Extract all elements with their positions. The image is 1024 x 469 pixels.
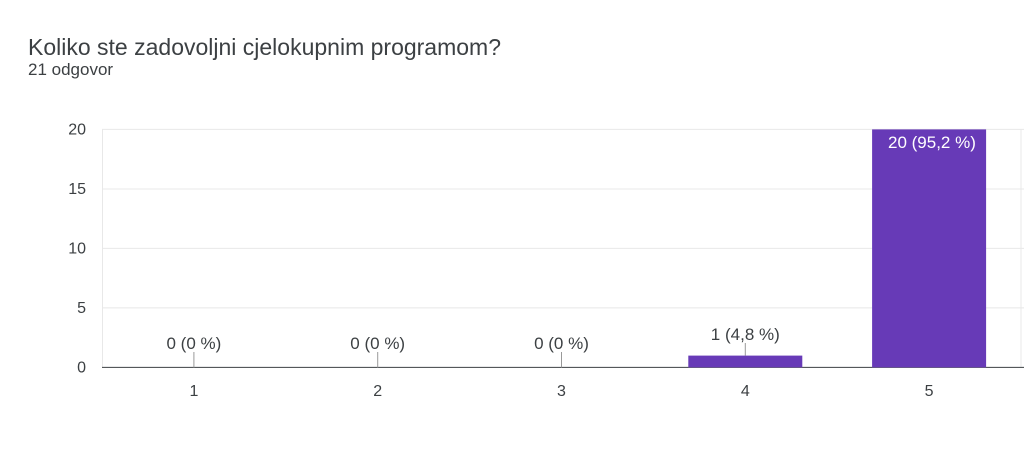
svg-text:1: 1 (189, 383, 198, 400)
svg-text:20: 20 (68, 121, 86, 138)
svg-text:1 (4,8 %): 1 (4,8 %) (711, 325, 780, 344)
svg-text:5: 5 (77, 300, 86, 317)
svg-text:4: 4 (741, 383, 750, 400)
svg-text:3: 3 (557, 383, 566, 400)
svg-text:0 (0 %): 0 (0 %) (167, 334, 222, 353)
svg-text:10: 10 (68, 240, 86, 257)
svg-text:0: 0 (77, 359, 86, 376)
svg-text:0 (0 %): 0 (0 %) (350, 334, 405, 353)
svg-text:20 (95,2 %): 20 (95,2 %) (888, 133, 976, 152)
svg-text:0 (0 %): 0 (0 %) (534, 334, 589, 353)
svg-text:2: 2 (373, 383, 382, 400)
svg-text:5: 5 (925, 383, 934, 400)
svg-text:15: 15 (68, 181, 86, 198)
